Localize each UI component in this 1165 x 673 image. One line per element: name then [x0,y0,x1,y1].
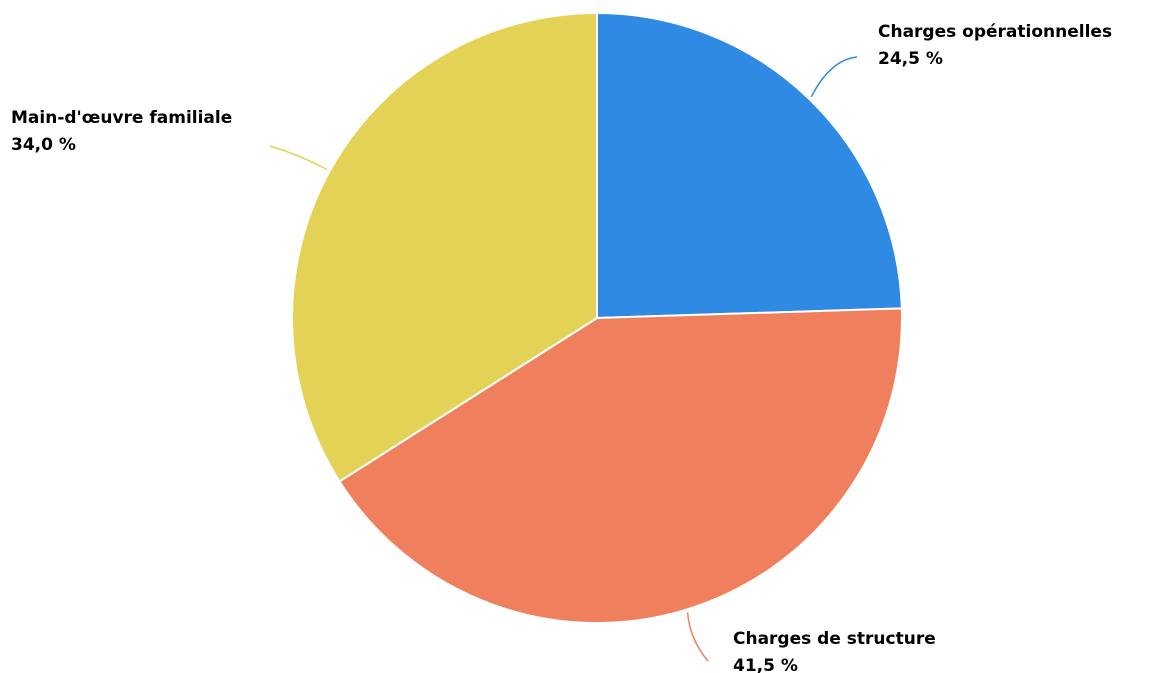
slice-value-label: 24,5 % [878,49,943,69]
leader-lines [269,56,858,662]
slice-label-charges-operationnelles: Charges opérationnelles 24,5 % [878,22,1112,69]
leader-line-charges-operationnelles [810,56,858,98]
leader-line-main-d-oeuvre-familiale [269,145,328,171]
slice-value-label: 34,0 % [11,135,76,155]
pie-slice-charges-de-structure [338,307,903,624]
pie-slice-charges-operationnelles [596,12,903,319]
slice-value-label: 41,5 % [733,656,798,673]
pie-slices [291,12,903,624]
pie-slice-main-d-oeuvre-familiale [291,12,598,483]
slice-name-label: Charges opérationnelles [878,22,1112,42]
leader-line-charges-de-structure [686,612,709,662]
slice-name-label: Charges de structure [733,629,936,649]
slice-name-label: Main-d'œuvre familiale [11,108,232,128]
slice-label-main-d-oeuvre-familiale: Main-d'œuvre familiale 34,0 % [11,108,232,155]
slice-label-charges-de-structure: Charges de structure 41,5 % [733,629,936,673]
